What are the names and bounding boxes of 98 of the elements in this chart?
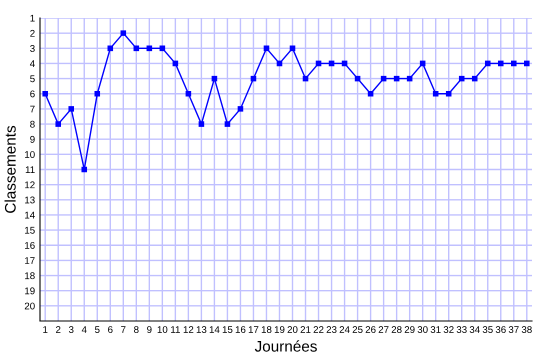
point <box>354 76 360 82</box>
point <box>432 90 438 97</box>
x-tick-label: 31 <box>430 326 441 333</box>
x-tick-label: 21 <box>300 326 310 333</box>
x-tick-label: 34 <box>470 326 480 333</box>
x-tick-label: 32 <box>444 326 454 333</box>
y-tick-label: 11 <box>26 166 35 174</box>
x-tick-label: 36 <box>496 326 506 333</box>
x-tick-label: 24 <box>340 326 350 333</box>
point <box>68 106 74 112</box>
point <box>420 60 426 66</box>
y-tick-label: 18 <box>25 272 35 280</box>
x-tick-label: 11 <box>171 326 180 333</box>
x-tick-label: 15 <box>222 326 232 333</box>
point <box>446 90 452 97</box>
point <box>484 60 491 66</box>
point <box>472 76 478 82</box>
point <box>276 60 282 66</box>
point <box>198 121 204 127</box>
y-tick-label: 1 <box>30 14 35 22</box>
x-tick-label: 22 <box>314 326 324 333</box>
y-tick-label: 12 <box>25 181 35 188</box>
point <box>524 60 530 66</box>
point <box>212 76 218 82</box>
point <box>406 76 412 82</box>
point <box>394 76 400 82</box>
x-tick-label: 14 <box>210 326 220 333</box>
y-tick-label: 7 <box>30 106 35 112</box>
point <box>108 46 114 52</box>
point <box>380 76 386 82</box>
x-tick-label: 20 <box>288 326 298 333</box>
point <box>458 76 464 82</box>
y-tick-label: 5 <box>30 75 35 82</box>
y-tick-label: 17 <box>25 257 35 264</box>
y-tick-label: 20 <box>24 302 35 310</box>
x-tick-label: 12 <box>184 326 194 333</box>
point <box>238 106 244 112</box>
y-tick-label: 2 <box>30 30 35 37</box>
point <box>316 60 322 66</box>
x-tick-label: 10 <box>158 326 168 333</box>
x-tick-label: 35 <box>482 326 493 333</box>
point <box>368 90 374 97</box>
point <box>302 76 308 82</box>
y-tick-label: 19 <box>25 287 35 294</box>
point <box>290 46 296 52</box>
point <box>146 46 152 52</box>
y-tick-label: 14 <box>25 212 35 218</box>
point <box>264 46 270 52</box>
x-tick-label: 5 <box>94 326 100 333</box>
y-tick-label: 10 <box>25 151 35 158</box>
x-tick-label: 37 <box>508 326 519 333</box>
x-tick-label: 27 <box>378 326 389 333</box>
y-tick-label: 16 <box>25 242 35 249</box>
x-tick-label: 38 <box>522 326 532 333</box>
point <box>81 166 88 172</box>
x-tick-label: 2 <box>56 326 60 333</box>
x-tick-label: 23 <box>326 326 337 333</box>
x-tick-label: 18 <box>262 326 272 333</box>
x-tick-label: 28 <box>392 326 402 333</box>
x-tick-label: 16 <box>236 326 246 333</box>
x-tick-label: 17 <box>248 326 258 333</box>
y-tick-label: 3 <box>30 45 35 52</box>
x-tick-label: 3 <box>68 326 74 333</box>
y-tick-label: 6 <box>30 90 35 98</box>
x-tick-label: 30 <box>418 326 428 333</box>
point <box>224 121 230 127</box>
point <box>328 60 334 66</box>
x-tick-label: 6 <box>108 326 113 333</box>
point <box>511 60 517 66</box>
x-tick-label: 29 <box>404 326 415 333</box>
y-tick-label: 4 <box>30 60 35 67</box>
point <box>134 46 140 52</box>
x-tick-label: 33 <box>456 326 467 333</box>
x-tick-label: 4 <box>82 326 87 333</box>
x-tick-label: 9 <box>147 326 152 333</box>
point <box>94 90 100 97</box>
point <box>498 60 504 66</box>
y-tick-label: 8 <box>30 120 35 128</box>
y-axis-title: Classements <box>4 126 16 213</box>
point <box>172 60 178 66</box>
y-tick-label: 9 <box>30 136 35 143</box>
point <box>42 90 48 97</box>
x-axis-title: Journées <box>254 340 317 352</box>
point <box>250 76 256 82</box>
point <box>186 90 192 97</box>
point <box>160 46 166 52</box>
x-tick-label: 25 <box>352 326 363 333</box>
point <box>55 121 61 127</box>
x-tick-label: 7 <box>121 326 126 333</box>
x-tick-label: 13 <box>196 326 206 333</box>
point <box>120 30 126 36</box>
point <box>342 60 348 66</box>
y-tick-label: 15 <box>25 226 35 234</box>
x-tick-label: 8 <box>134 326 139 333</box>
x-tick-label: 26 <box>366 326 376 333</box>
x-tick-label: 1 <box>43 326 48 333</box>
x-tick-label: 19 <box>274 326 284 333</box>
y-tick-label: 13 <box>25 196 35 204</box>
